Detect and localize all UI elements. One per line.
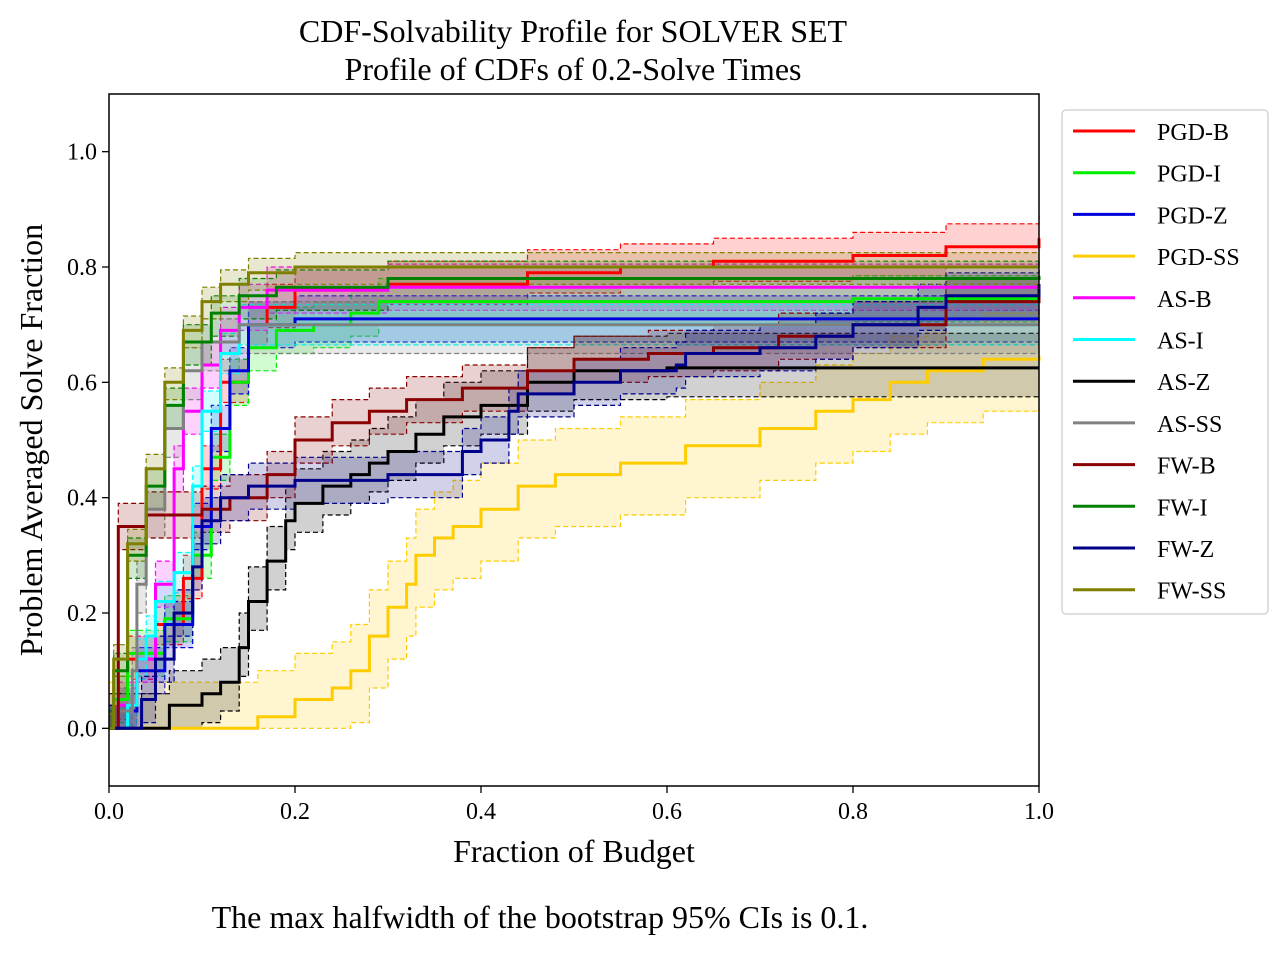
series-line-as-i [109, 323, 1039, 730]
y-tick-label: 0.8 [67, 255, 97, 281]
legend-label-as-z: AS-Z [1157, 370, 1210, 396]
y-tick-label: 0.4 [67, 486, 97, 512]
ci-bound-lower-pgd-ss [109, 408, 1040, 729]
series-line-fw-b [109, 290, 1041, 730]
legend-label-fw-i: FW-I [1157, 495, 1208, 521]
legend-label-pgd-z: PGD-Z [1157, 203, 1228, 229]
legend-label-pgd-ss: PGD-SS [1157, 245, 1240, 271]
ci-band-pgd-ss [109, 310, 1039, 729]
legend: PGD-B PGD-I PGD-Z PGD-SS AS-B AS-I AS-Z AS-SS FW… [1061, 109, 1269, 615]
y-tick-label: 0.0 [67, 716, 97, 742]
legend-label-pgd-b: PGD-B [1157, 120, 1229, 146]
y-axis-label: Problem Averaged Solve Fraction [13, 224, 49, 656]
x-axis-label: Fraction of Budget [453, 833, 695, 869]
series-line-fw-z [109, 284, 1041, 730]
x-tick-label: 0.0 [94, 799, 124, 825]
chart-title: CDF-Solvability Profile for SOLVER SET [299, 13, 848, 49]
y-tick-label: 1.0 [67, 140, 97, 166]
ci-bound-lower-fw-i [109, 298, 1040, 729]
ci-bound-upper-fw-ss [109, 252, 1039, 715]
x-tick-label: 0.6 [652, 799, 682, 825]
x-tick-label: 0.4 [466, 799, 496, 825]
legend-label-fw-ss: FW-SS [1157, 579, 1226, 605]
legend-label-fw-b: FW-B [1157, 454, 1216, 480]
x-tick-label: 1.0 [1024, 799, 1054, 825]
legend-label-as-ss: AS-SS [1157, 412, 1222, 438]
series-line-pgd-ss [109, 356, 1041, 730]
x-axis: 0.0 0.2 0.4 0.6 0.8 1.0 [94, 786, 1054, 825]
x-tick-label: 0.8 [838, 799, 868, 825]
plot-frame [108, 93, 1040, 787]
chart-caption: The max halfwidth of the bootstrap 95% C… [212, 899, 869, 935]
series-line-fw-ss [109, 265, 1039, 730]
ci-bound-lower-pgd-i [109, 321, 1039, 729]
ci-bound-upper-fw-z [109, 261, 1040, 706]
plot-area [109, 215, 1041, 730]
legend-label-pgd-i: PGD-I [1157, 162, 1221, 188]
ci-bound-lower-fw-z [109, 307, 1040, 729]
ci-bound-lower-as-ss [109, 352, 1039, 729]
series-line-pgd-i [109, 297, 1039, 730]
legend-label-as-i: AS-I [1157, 329, 1204, 355]
series-line-as-ss [109, 323, 1039, 730]
chart-subtitle: Profile of CDFs of 0.2-Solve Times [345, 51, 802, 87]
legend-frame [1061, 109, 1269, 615]
legend-label-fw-z: FW-Z [1157, 537, 1214, 563]
y-tick-label: 0.6 [67, 370, 97, 396]
ci-band-as-z [109, 333, 1039, 729]
ci-bound-upper-pgd-i [109, 275, 1039, 706]
y-axis: 0.0 0.2 0.4 0.6 0.8 1.0 [67, 140, 109, 742]
x-tick-label: 0.2 [280, 799, 310, 825]
legend-label-as-b: AS-B [1157, 287, 1212, 313]
y-tick-label: 0.2 [67, 601, 97, 627]
